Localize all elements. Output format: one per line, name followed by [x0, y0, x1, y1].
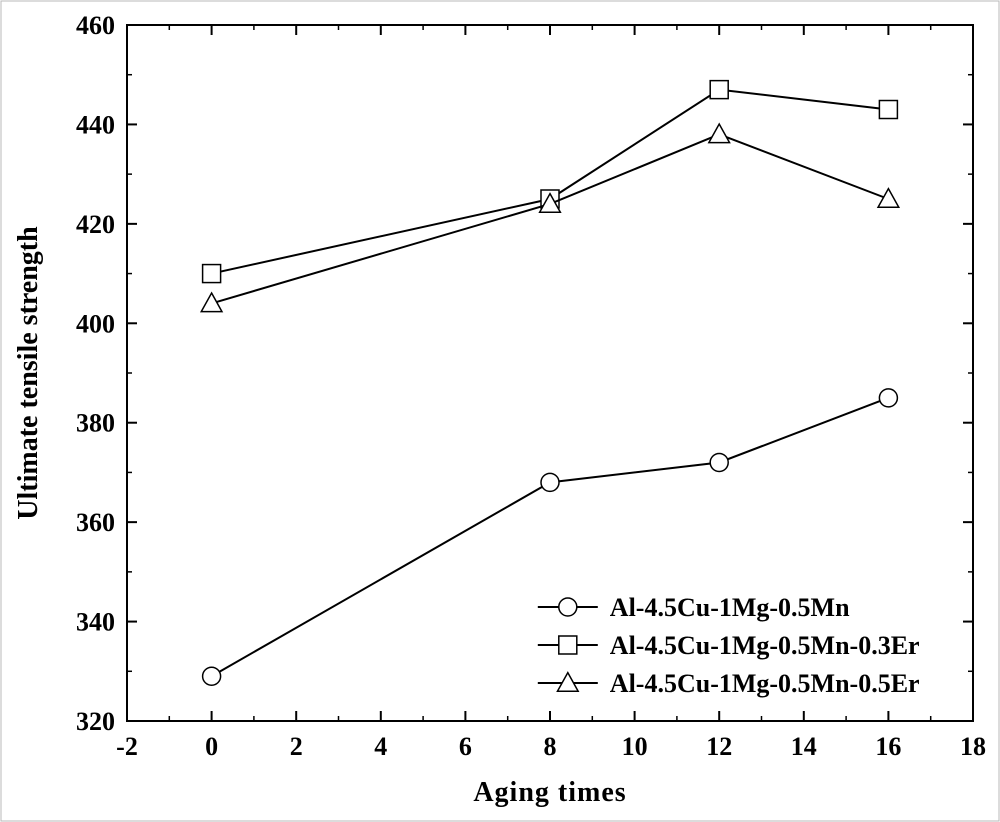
x-tick-label: 4 — [374, 732, 387, 761]
x-tick-label: 10 — [622, 732, 648, 761]
chart-svg: -2 0 2 4 6 8 10 12 14 16 18 320 340 360 380 400 420 440 46… — [0, 0, 1000, 822]
x-tick-label: 6 — [459, 732, 472, 761]
y-tick-label: 360 — [76, 508, 115, 537]
x-tick-label: 0 — [205, 732, 218, 761]
y-tick-label: 340 — [76, 608, 115, 637]
x-tick-label: 12 — [706, 732, 732, 761]
x-tick-label: 14 — [791, 732, 817, 761]
legend-label: Al-4.5Cu-1Mg-0.5Mn-0.3Er — [610, 631, 920, 660]
x-tick-label: 2 — [290, 732, 303, 761]
chart-container: -2 0 2 4 6 8 10 12 14 16 18 320 340 360 380 400 420 440 46… — [0, 0, 1000, 822]
y-tick-label: 320 — [76, 707, 115, 736]
x-axis-label: Aging times — [473, 777, 626, 808]
y-tick-label: 400 — [76, 309, 115, 338]
y-axis-label: Ultimate tensile strength — [13, 226, 44, 520]
x-tick-label: 8 — [544, 732, 557, 761]
y-tick-label: 420 — [76, 210, 115, 239]
y-tick-label: 440 — [76, 110, 115, 139]
legend-label: Al-4.5Cu-1Mg-0.5Mn-0.5Er — [610, 669, 920, 698]
x-tick-label: 18 — [960, 732, 986, 761]
y-tick-label: 380 — [76, 409, 115, 438]
y-tick-label: 460 — [76, 11, 115, 40]
x-tick-label: -2 — [116, 732, 138, 761]
x-tick-label: 16 — [875, 732, 901, 761]
legend-label: Al-4.5Cu-1Mg-0.5Mn — [610, 593, 850, 622]
